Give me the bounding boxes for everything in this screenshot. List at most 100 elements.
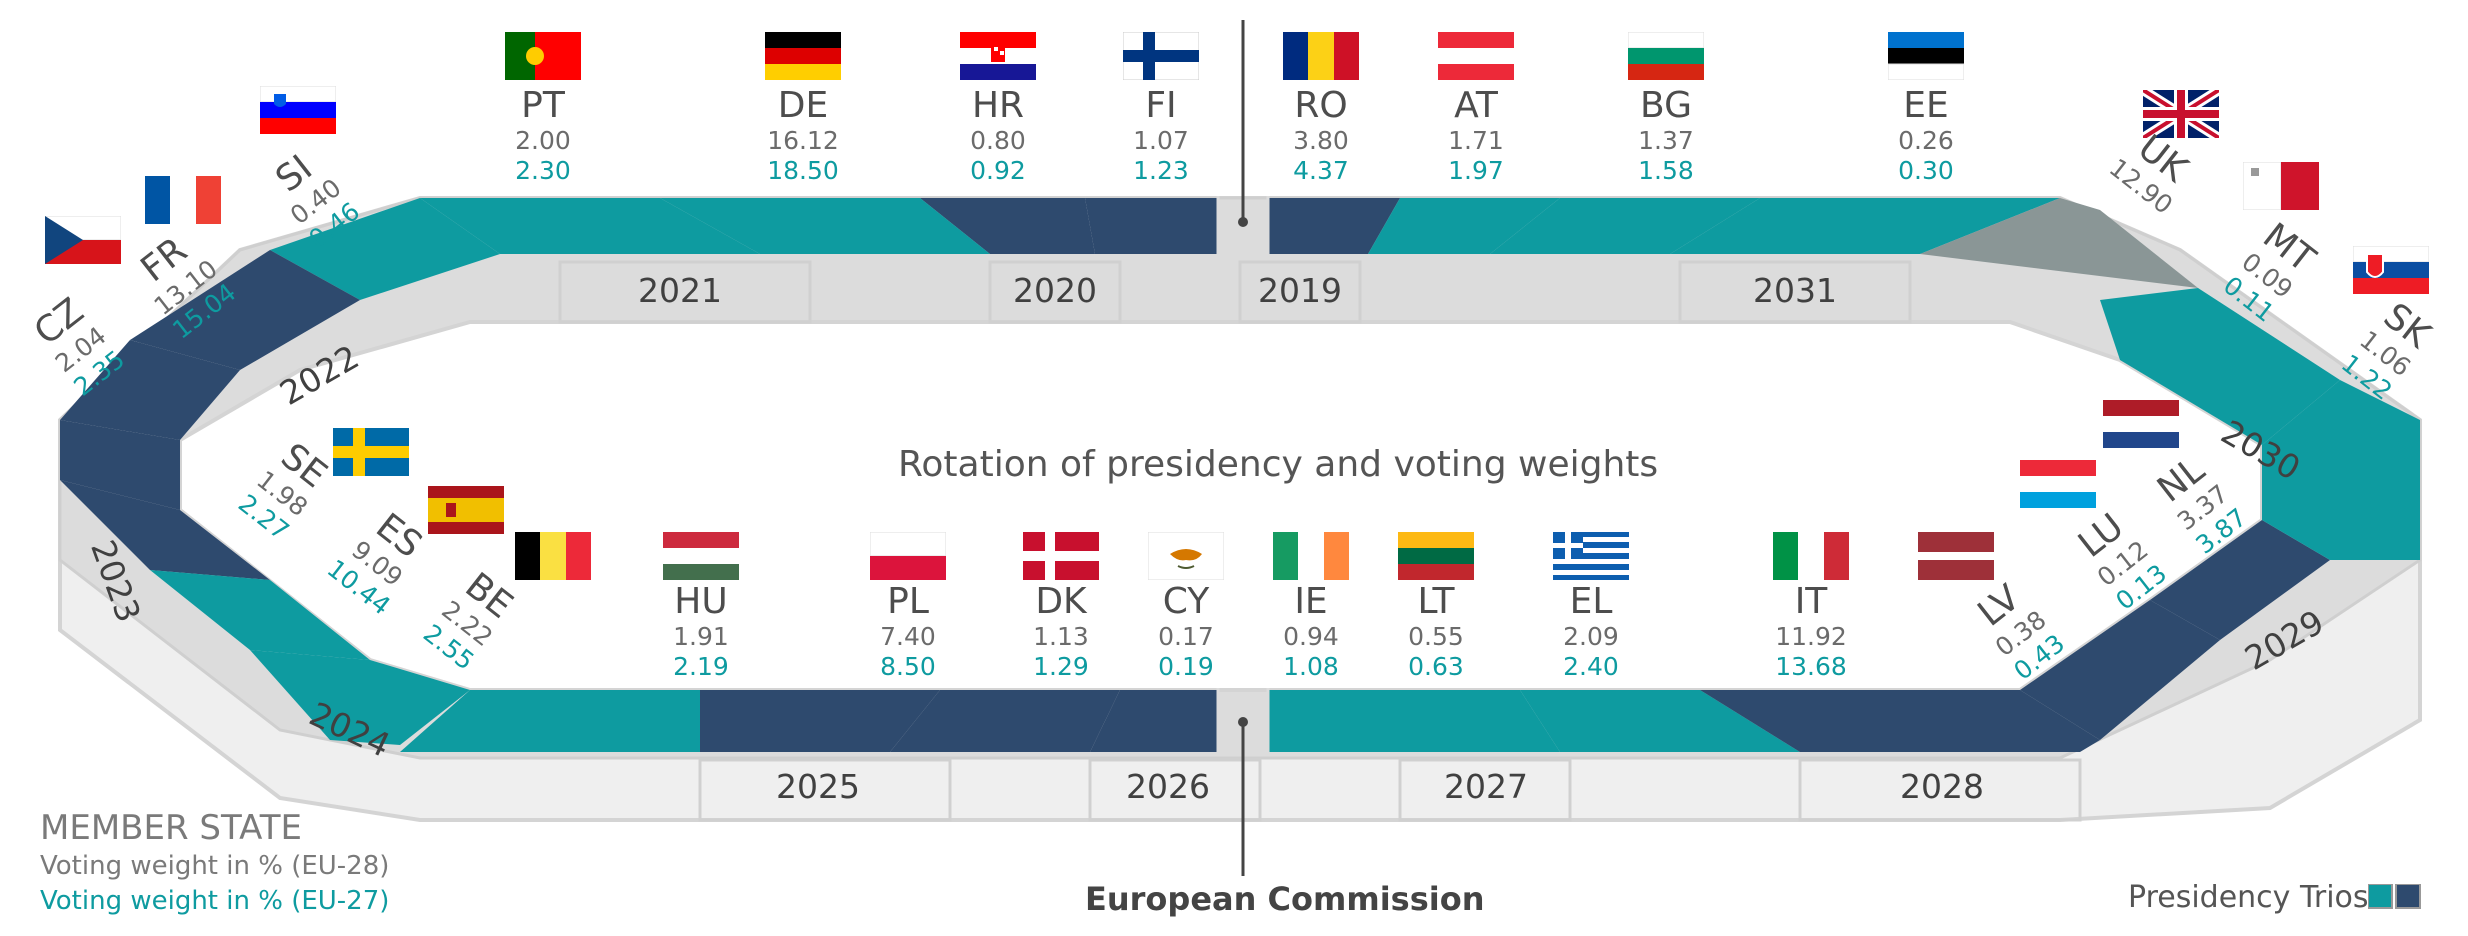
- weight-eu28: 0.17: [1158, 622, 1214, 651]
- weight-eu27: 2.19: [673, 652, 729, 681]
- segment-hr: [920, 198, 1095, 254]
- state-code: RO: [1294, 85, 1348, 126]
- ireland-flag: [1273, 532, 1349, 580]
- weight-eu27: 13.68: [1775, 652, 1847, 681]
- segment-cz: [60, 340, 240, 440]
- state-code: EE: [1903, 85, 1949, 126]
- weight-eu28: 0.80: [970, 126, 1026, 155]
- cyprus-flag: [1148, 532, 1224, 580]
- portugal-flag: [505, 32, 581, 80]
- segment-hu: [250, 650, 470, 745]
- segment-de: [660, 198, 990, 254]
- state-code: EL: [1569, 581, 1613, 622]
- weight-eu28: 2.00: [515, 126, 571, 155]
- year-2020: 2020: [1013, 271, 1097, 310]
- segment-ro: [1268, 198, 1400, 254]
- slovenia-flag: [260, 86, 336, 134]
- segment-cy: [1090, 690, 1218, 752]
- malta-flag: [2243, 162, 2319, 210]
- sweden-flag: [333, 428, 409, 476]
- weight-eu28: 1.07: [1133, 126, 1189, 155]
- weight-eu27: 1.97: [1448, 156, 1504, 185]
- state-code: AT: [1454, 85, 1498, 126]
- segment-be: [150, 570, 370, 660]
- commission-dot-bottom: [1238, 717, 1248, 727]
- segment-mt: [2100, 288, 2340, 445]
- segment-sk: [2262, 380, 2420, 470]
- state-code: DE: [777, 85, 829, 126]
- spain-flag: [428, 486, 504, 534]
- state-label-pt: PT 2.00 2.30: [493, 86, 593, 186]
- germany-flag: [765, 32, 841, 80]
- legend-eu27: Voting weight in % (EU-27): [40, 886, 390, 916]
- belgium-flag: [515, 532, 591, 580]
- bulgaria-flag: [1628, 32, 1704, 80]
- weight-eu28: 0.94: [1283, 622, 1339, 651]
- state-label-at: AT 1.71 1.97: [1426, 86, 1526, 186]
- weight-eu27: 1.58: [1638, 156, 1694, 185]
- state-label-dk: DK 1.13 1.29: [1011, 582, 1111, 682]
- segment-dk: [890, 690, 1120, 752]
- state-label-el: EL 2.09 2.40: [1541, 582, 1641, 682]
- segment-el: [1520, 690, 1800, 752]
- austria-flag: [1438, 32, 1514, 80]
- segment-ie: [1268, 690, 1370, 752]
- weight-eu28: 11.92: [1775, 622, 1847, 651]
- weight-eu28: 2.09: [1563, 622, 1619, 651]
- segment-at: [1368, 198, 1560, 254]
- finland-flag: [1123, 32, 1199, 80]
- slovakia-flag: [2353, 246, 2429, 294]
- netherlands-flag: [2103, 400, 2179, 448]
- segment-pl: [700, 690, 940, 752]
- trios-swatch-teal: [2368, 884, 2393, 909]
- state-code: HU: [674, 581, 728, 622]
- year-2026: 2026: [1126, 767, 1210, 806]
- year-2025: 2025: [776, 767, 860, 806]
- state-code: CY: [1162, 581, 1210, 622]
- legend-eu28: Voting weight in % (EU-28): [40, 851, 390, 881]
- state-code: LT: [1417, 581, 1455, 622]
- weight-eu28: 1.37: [1638, 126, 1694, 155]
- france-flag: [145, 176, 221, 224]
- segment-si: [270, 198, 500, 300]
- weight-eu27: 4.37: [1293, 156, 1349, 185]
- lithuania-flag: [1398, 532, 1474, 580]
- weight-eu27: 0.19: [1158, 652, 1214, 681]
- weight-eu27: 2.40: [1563, 652, 1619, 681]
- state-code: PL: [887, 581, 929, 622]
- state-label-cy: CY 0.17 0.19: [1136, 582, 1236, 682]
- weight-eu28: 1.91: [673, 622, 729, 651]
- state-label-pl: PL 7.40 8.50: [858, 582, 958, 682]
- year-boxes: [558, 260, 2082, 822]
- greece-flag: [1553, 532, 1629, 580]
- segment-lu: [2150, 520, 2330, 640]
- state-label-hu: HU 1.91 2.19: [651, 582, 751, 682]
- weight-eu27: 18.50: [767, 156, 839, 185]
- weight-eu28: 1.71: [1448, 126, 1504, 155]
- commission-dot-top: [1238, 217, 1248, 227]
- segment-it: [1700, 690, 2100, 752]
- state-code: HR: [971, 85, 1025, 126]
- state-code: IE: [1294, 581, 1328, 622]
- state-label-it: IT 11.92 13.68: [1761, 582, 1861, 682]
- weight-eu27: 0.63: [1408, 652, 1464, 681]
- commission-label: European Commission: [1085, 880, 1485, 918]
- hungary-flag: [663, 532, 739, 580]
- state-code: DK: [1035, 581, 1087, 622]
- state-label-lt: LT 0.55 0.63: [1386, 582, 1486, 682]
- weight-eu27: 0.92: [970, 156, 1026, 185]
- trios-swatch-navy: [2395, 884, 2421, 909]
- weight-eu27: 0.30: [1898, 156, 1954, 185]
- romania-flag: [1283, 32, 1359, 80]
- weight-eu27: 1.23: [1133, 156, 1189, 185]
- weight-eu28: 0.55: [1408, 622, 1464, 651]
- segment-nl: [2262, 470, 2420, 560]
- year-2019: 2019: [1258, 271, 1342, 310]
- trios-swatch: [2368, 884, 2421, 909]
- weight-eu27: 1.08: [1283, 652, 1339, 681]
- year-2031: 2031: [1753, 271, 1837, 310]
- segment-fi: [1085, 198, 1218, 254]
- year-2027: 2027: [1444, 767, 1528, 806]
